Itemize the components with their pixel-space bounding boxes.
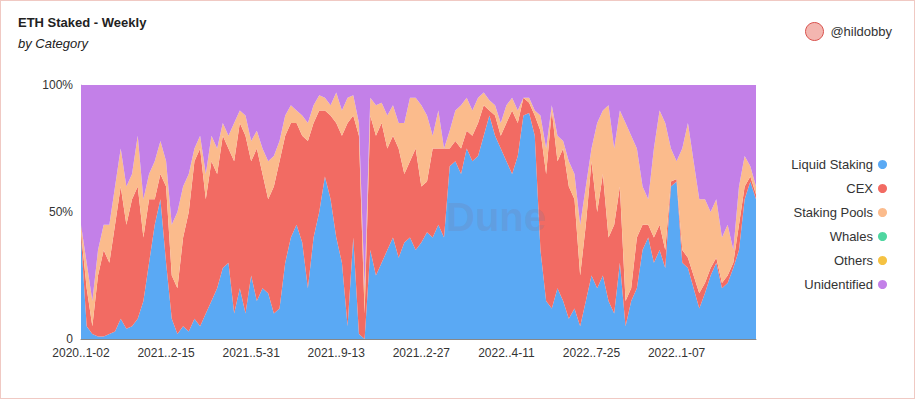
svg-text:2021..2-27: 2021..2-27: [393, 346, 451, 360]
svg-text:Dune: Dune: [446, 195, 546, 239]
svg-text:by Category: by Category: [18, 36, 90, 51]
svg-text:Liquid Staking: Liquid Staking: [791, 157, 873, 172]
svg-text:ETH Staked - Weekly: ETH Staked - Weekly: [18, 15, 147, 30]
svg-text:2022..7-25: 2022..7-25: [563, 346, 621, 360]
svg-text:Unidentified: Unidentified: [804, 277, 873, 292]
svg-text:Staking Pools: Staking Pools: [794, 205, 874, 220]
svg-text:50%: 50%: [49, 205, 73, 219]
svg-text:2022..1-07: 2022..1-07: [648, 346, 706, 360]
svg-text:@hildobby: @hildobby: [830, 24, 892, 39]
svg-text:2020..1-02: 2020..1-02: [52, 346, 110, 360]
svg-text:0: 0: [66, 332, 73, 346]
svg-text:CEX: CEX: [846, 181, 873, 196]
svg-text:2021..5-31: 2021..5-31: [222, 346, 280, 360]
svg-text:2021..2-15: 2021..2-15: [137, 346, 195, 360]
svg-text:100%: 100%: [42, 78, 73, 92]
svg-text:Whales: Whales: [830, 229, 874, 244]
svg-text:2021..9-13: 2021..9-13: [308, 346, 366, 360]
svg-text:2022..4-11: 2022..4-11: [478, 346, 535, 360]
svg-text:Others: Others: [834, 253, 874, 268]
